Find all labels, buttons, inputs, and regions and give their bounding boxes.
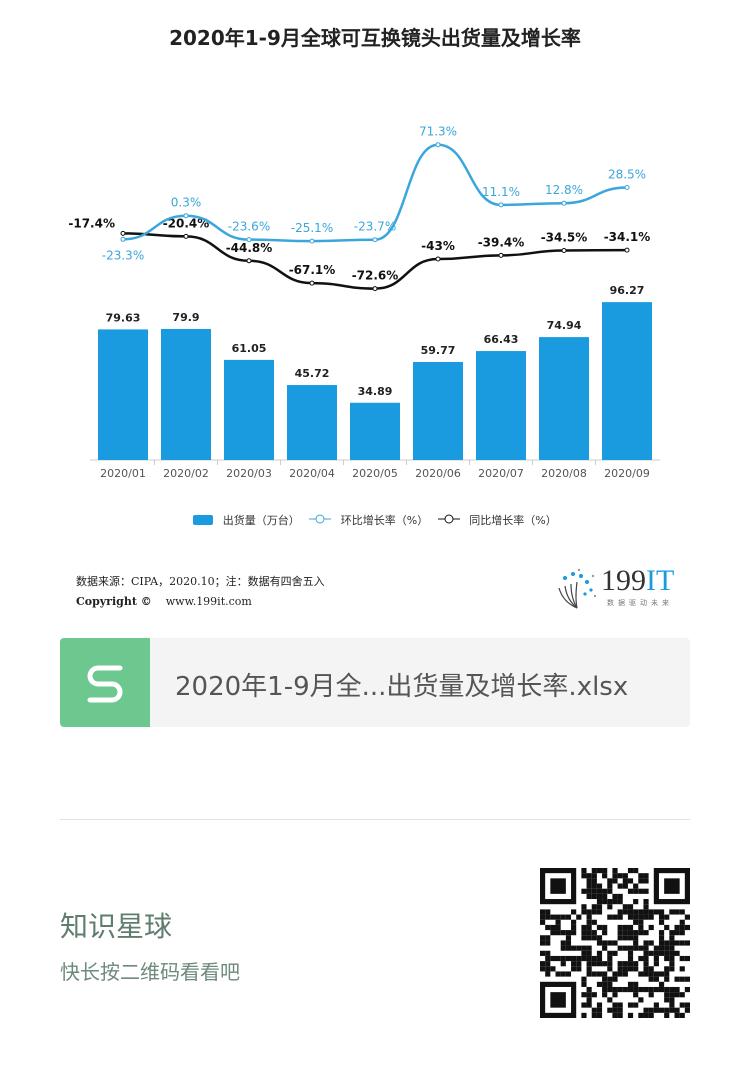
bar-label: 96.27: [610, 284, 645, 297]
source-note: 数据来源：CIPA，2020.10；注：数据有四舍五入 Copyright © …: [76, 572, 325, 612]
legend-bar-swatch: [193, 515, 214, 525]
mom-label: -23.3%: [102, 248, 144, 262]
yoy-label: -34.5%: [541, 231, 588, 245]
yoy-point: [183, 233, 189, 239]
mom-label: 28.5%: [608, 168, 646, 182]
bar-label: 59.77: [421, 344, 456, 357]
mom-point: [120, 236, 126, 242]
qr-finder: [540, 981, 577, 1018]
x-tick-label: 2020/07: [478, 467, 524, 480]
yoy-point: [246, 258, 252, 264]
x-tick-label: 2020/04: [289, 467, 335, 480]
mom-label: 12.8%: [545, 183, 583, 197]
x-tick-label: 2020/05: [352, 467, 398, 480]
bar-2020/02: [161, 328, 211, 460]
logo-it: IT: [646, 564, 675, 597]
yoy-point: [435, 256, 441, 262]
mom-point: [246, 237, 252, 243]
x-tick-label: 2020/09: [604, 467, 650, 480]
bar-label: 79.63: [106, 311, 141, 324]
mom-line: [122, 143, 628, 243]
bar-2020/06: [413, 361, 463, 460]
199it-logo: 199IT 数据驱动未来: [555, 564, 695, 610]
yoy-label: -44.8%: [226, 241, 273, 255]
bar-label: 61.05: [232, 342, 267, 355]
yoy-label: -34.1%: [604, 230, 651, 244]
bar-2020/08: [539, 337, 589, 460]
yoy-point: [309, 280, 315, 286]
qr-code[interactable]: [540, 868, 690, 1018]
legend-yoy-label: 同比增长率（%）: [469, 514, 557, 527]
bar-2020/04: [287, 385, 337, 460]
yoy-label: -72.6%: [352, 269, 399, 283]
yoy-point: [372, 286, 378, 292]
bar-label: 66.43: [484, 333, 519, 346]
x-tick-label: 2020/08: [541, 467, 587, 480]
legend: 出货量（万台） 环比增长率（%） 同比增长率（%）: [0, 512, 750, 528]
yoy-point: [624, 247, 630, 253]
logo-slogan: 数据驱动未来: [607, 599, 673, 607]
yoy-label: -20.4%: [163, 216, 210, 230]
yoy-point: [561, 248, 567, 253]
yoy-label: -43%: [421, 239, 455, 253]
yoy-label: -67.1%: [289, 263, 336, 277]
mom-point: [624, 185, 630, 190]
bar-2020/03: [224, 359, 274, 460]
bar-2020/01: [98, 329, 148, 460]
mom-label: 11.1%: [482, 185, 520, 199]
legend-mom-label: 环比增长率（%）: [340, 514, 429, 527]
mom-point: [561, 200, 567, 206]
chart-title: 2020年1-9月全球可互换镜头出货量及增长率: [169, 26, 581, 50]
logo-number: 199: [601, 564, 646, 597]
qr-finder: [540, 868, 577, 905]
file-name: 2020年1-9月全...出货量及增长率.xlsx: [175, 672, 629, 702]
qr-hint: 快长按二维码看看吧: [60, 960, 240, 984]
legend-mom-icon: [309, 514, 332, 527]
divider: [60, 819, 690, 820]
mom-label: 71.3%: [419, 125, 457, 139]
legend-bar-label: 出货量（万台）: [222, 514, 300, 527]
spreadsheet-file-icon: [60, 638, 150, 727]
mom-label: -25.1%: [291, 221, 333, 235]
bar-label: 74.94: [547, 319, 582, 332]
mom-label: 0.3%: [171, 196, 202, 210]
x-tick-label: 2020/03: [226, 467, 272, 480]
mom-point: [309, 238, 315, 244]
bar-2020/07: [476, 351, 526, 460]
source-url: www.199it.com: [165, 595, 252, 608]
bar-2020/09: [602, 302, 652, 460]
x-tick-label: 2020/01: [100, 467, 146, 480]
yoy-label: -39.4%: [478, 235, 525, 249]
combo-chart: 79.63 2020/01 79.9 2020/02 61.05 2020/03 45.72…: [68, 125, 660, 480]
copyright: Copyright ©: [76, 595, 152, 608]
bar-label: 34.89: [358, 385, 393, 398]
mom-point: [372, 237, 378, 243]
bar-label: 79.9: [172, 311, 199, 324]
legend-yoy-icon: [437, 514, 460, 527]
bar-label: 45.72: [295, 367, 330, 380]
yoy-point: [498, 252, 504, 258]
bar-2020/05: [350, 402, 400, 460]
x-tick-label: 2020/06: [415, 467, 461, 480]
yoy-label: -17.4%: [68, 216, 115, 230]
planet-title: 知识星球: [60, 910, 173, 943]
mom-label: -23.7%: [354, 220, 396, 234]
x-tick-label: 2020/02: [163, 467, 209, 480]
logo-dandelion-icon: [558, 568, 597, 609]
qr-finder: [653, 868, 690, 905]
yoy-point: [120, 230, 126, 236]
source-line: 数据来源：CIPA，2020.10；注：数据有四舍五入: [76, 575, 325, 588]
file-attachment-card[interactable]: 2020年1-9月全...出货量及增长率.xlsx: [60, 638, 690, 727]
mom-point: [183, 213, 189, 219]
mom-point: [435, 142, 441, 148]
mom-point: [498, 202, 504, 208]
mom-label: -23.6%: [228, 220, 270, 234]
